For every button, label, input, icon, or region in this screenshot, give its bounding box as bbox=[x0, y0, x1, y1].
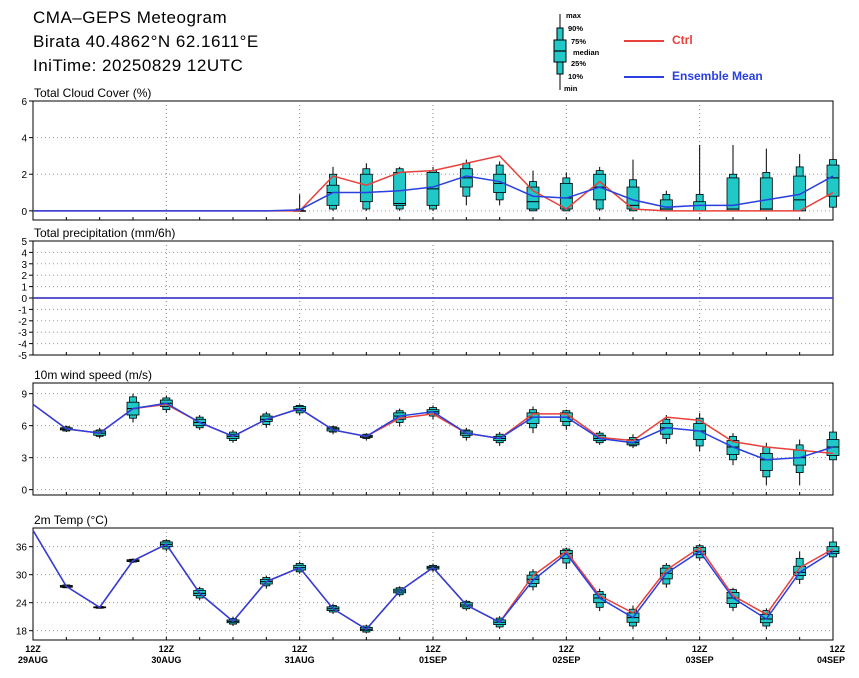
x-tick-label-date: 29AUG bbox=[18, 655, 48, 665]
y-tick-label: 2 bbox=[21, 271, 27, 282]
location-label: Birata 40.4862°N 62.1611°E bbox=[33, 32, 259, 51]
box-inner bbox=[393, 171, 407, 206]
ctrl-series-line bbox=[32, 529, 834, 631]
panel-1: 0 2 4 6 Total Cloud Cover (%) bbox=[21, 86, 840, 221]
y-tick-label: 30 bbox=[16, 571, 28, 582]
legend-p75-label: 75% bbox=[571, 37, 587, 46]
y-tick-label: 4 bbox=[21, 134, 27, 145]
y-tick-label: -4 bbox=[18, 340, 27, 351]
mean-series-line bbox=[33, 175, 834, 212]
y-tick-label: 0 bbox=[21, 486, 27, 497]
legend-p90-label: 90% bbox=[568, 24, 584, 33]
x-tick-label-date: 03SEP bbox=[686, 655, 714, 665]
y-tick-label: 0 bbox=[21, 207, 27, 218]
box-inner bbox=[793, 565, 807, 576]
x-tick-label-date: 04SEP bbox=[817, 655, 845, 665]
boxplot-legend-glyph bbox=[553, 14, 567, 90]
x-tick-label-hour: 12Z bbox=[829, 644, 845, 654]
panel-3: 0 3 6 9 10m wind speed (m/s) bbox=[21, 368, 840, 497]
mean-series-line bbox=[32, 402, 834, 461]
legend-mean-swatch bbox=[624, 76, 664, 78]
y-tick-label: 6 bbox=[21, 422, 27, 433]
y-tick-label: -3 bbox=[18, 328, 27, 339]
legend-min-label: min bbox=[564, 84, 578, 93]
box-inner bbox=[793, 175, 807, 212]
y-tick-label: 18 bbox=[16, 627, 28, 638]
y-tick-label: 36 bbox=[16, 543, 28, 554]
page-title: CMA–GEPS Meteogram bbox=[33, 8, 228, 27]
x-tick-label-hour: 12Z bbox=[425, 644, 441, 654]
init-time-label: IniTime: 20250829 12UTC bbox=[33, 56, 244, 75]
box-inner bbox=[759, 177, 773, 212]
legend-ctrl-swatch bbox=[624, 40, 664, 42]
x-tick-label-hour: 12Z bbox=[692, 644, 708, 654]
mean-series-line bbox=[32, 529, 834, 631]
legend-p25-label: 25% bbox=[571, 59, 587, 68]
legend-p10-label: 10% bbox=[568, 72, 584, 81]
legend-max-label: max bbox=[566, 11, 582, 20]
x-tick-label-hour: 12Z bbox=[559, 644, 575, 654]
panel-title: Total precipitation (mm/6h) bbox=[34, 226, 175, 240]
y-tick-label: 3 bbox=[21, 260, 27, 271]
y-tick-label: 4 bbox=[21, 248, 27, 259]
panel-title: 10m wind speed (m/s) bbox=[34, 368, 152, 382]
legend-median-label: median bbox=[573, 48, 600, 57]
x-tick-label-date: 01SEP bbox=[419, 655, 447, 665]
x-tick-label-hour: 12Z bbox=[292, 644, 308, 654]
x-tick-label-date: 30AUG bbox=[151, 655, 181, 665]
y-tick-label: 9 bbox=[21, 390, 27, 401]
ctrl-series-line bbox=[32, 403, 834, 455]
x-tick-label-date: 31AUG bbox=[285, 655, 315, 665]
panel-4: 18 24 30 36 2m Temp (°C) bbox=[16, 513, 840, 641]
box-inner bbox=[759, 452, 773, 471]
y-tick-label: 24 bbox=[16, 599, 28, 610]
y-tick-label: 5 bbox=[21, 237, 27, 248]
box-inner bbox=[826, 546, 840, 555]
panel-title: Total Cloud Cover (%) bbox=[34, 86, 151, 100]
y-tick-label: -1 bbox=[18, 305, 27, 316]
x-tick-label-hour: 12Z bbox=[159, 644, 175, 654]
y-tick-label: -2 bbox=[18, 317, 27, 328]
y-tick-label: 6 bbox=[21, 97, 27, 108]
y-tick-label: 2 bbox=[21, 170, 27, 181]
x-tick-label-hour: 12Z bbox=[25, 644, 41, 654]
y-tick-label: -5 bbox=[18, 351, 27, 362]
legend-ctrl-label: Ctrl bbox=[672, 33, 693, 47]
x-tick-label-date: 02SEP bbox=[552, 655, 580, 665]
y-tick-label: 3 bbox=[21, 454, 27, 465]
y-tick-label: 0 bbox=[21, 294, 27, 305]
legend-mean-label: Ensemble Mean bbox=[672, 69, 763, 83]
box-inner bbox=[826, 164, 840, 197]
panel-title: 2m Temp (°C) bbox=[34, 513, 108, 527]
box-inner bbox=[359, 173, 373, 203]
y-tick-label: 1 bbox=[21, 283, 27, 294]
